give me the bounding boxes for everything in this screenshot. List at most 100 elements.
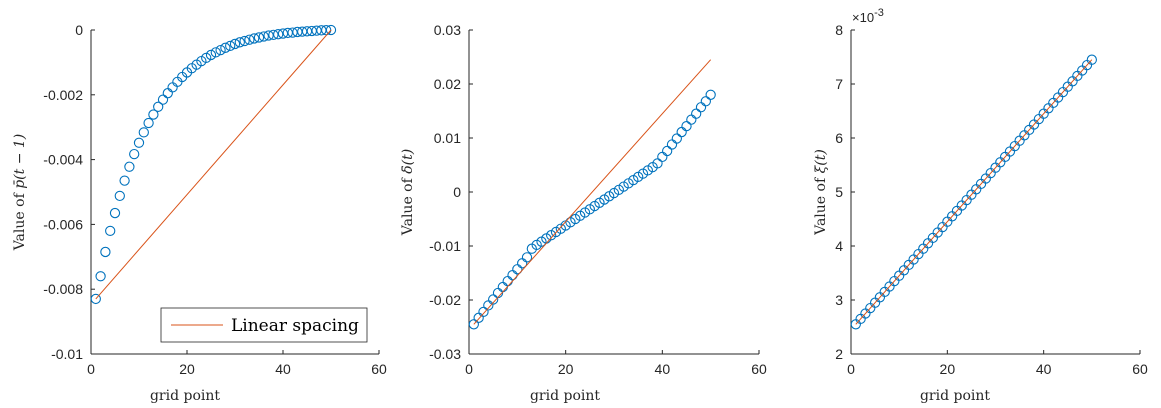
data-point [258, 31, 269, 42]
y-tick-label: -0.02 [429, 292, 461, 308]
y-tick-label: 0.02 [434, 76, 461, 92]
y-tick-label: -0.002 [43, 87, 83, 103]
data-point [507, 270, 518, 281]
data-point [114, 190, 125, 202]
legend: Linear spacing [160, 307, 368, 343]
data-point [119, 175, 130, 186]
y-tick-label: 8 [835, 22, 843, 38]
data-point [268, 29, 279, 41]
panel-3-xlabel: grid point [920, 388, 990, 404]
panel-1: Value of p̄(t − 1) grid point 0 20 40 60 -0.… [12, 22, 387, 404]
data-point [210, 47, 221, 58]
y-tick-label: 7 [835, 76, 843, 92]
data-point [90, 293, 101, 305]
y-tick-label: 2 [835, 346, 843, 362]
panel-3-exponent: ×10-3 [852, 7, 884, 25]
data-point [129, 148, 140, 160]
linear-spacing-line [95, 29, 332, 300]
data-point [105, 225, 116, 237]
data-point [239, 35, 250, 47]
data-point [325, 24, 337, 36]
data-point [273, 29, 284, 40]
y-tick-label: 3 [835, 292, 843, 308]
x-tick-label: 40 [655, 361, 671, 377]
data-point [215, 44, 226, 56]
y-tick-label: 0 [75, 22, 83, 38]
y-tick-label: 0.03 [434, 22, 461, 38]
panel-2-ylabel: Value of δ̄(t) [400, 149, 416, 236]
x-tick-label: 40 [1036, 361, 1052, 377]
panel-1-xlabel: grid point [150, 388, 220, 404]
y-tick-label: -0.01 [51, 346, 83, 362]
y-tick-label: 4 [835, 238, 843, 254]
data-point [478, 306, 489, 318]
data-point [244, 34, 255, 45]
data-point [705, 89, 716, 100]
x-tick-label: 0 [87, 361, 95, 377]
data-point [671, 133, 682, 144]
y-tick-label: -0.01 [429, 238, 461, 254]
y-tick-label: 0.01 [434, 130, 461, 146]
data-point [695, 102, 707, 113]
x-tick-label: 0 [465, 361, 473, 377]
data-point [686, 114, 697, 125]
data-point [109, 207, 121, 219]
data-point [148, 109, 159, 120]
panel-2: Value of δ̄(t) grid point 0 20 40 60 -0.03 -0… [400, 22, 767, 404]
y-tick-label: -0.006 [43, 216, 83, 232]
data-point [681, 120, 692, 132]
data-point [700, 96, 711, 107]
x-tick-label: 20 [940, 361, 956, 377]
x-tick-label: 60 [371, 361, 387, 377]
data-point [153, 101, 164, 112]
data-point [468, 319, 479, 330]
data-point [253, 32, 265, 43]
y-tick-label: -0.03 [429, 346, 461, 362]
data-point [229, 38, 241, 50]
data-point [162, 88, 173, 99]
x-tick-label: 60 [1132, 361, 1148, 377]
data-point [100, 246, 111, 258]
data-point [521, 252, 533, 263]
x-tick-label: 20 [558, 361, 574, 377]
panel-1-ylabel: Value of p̄(t − 1) [12, 134, 28, 252]
panel-3: Value of ξ(t) grid point ×10-3 0 20 40 60 2 3… [813, 7, 1148, 404]
data-point [666, 139, 678, 150]
data-point [502, 275, 513, 287]
panel-2-xlabel: grid point [530, 388, 600, 404]
data-point [234, 37, 245, 48]
data-point [1086, 54, 1097, 65]
y-tick-label: -0.004 [43, 152, 83, 168]
data-point [488, 294, 499, 305]
y-tick-label: 6 [835, 130, 843, 146]
data-point [249, 33, 260, 44]
linear-spacing-line [473, 59, 712, 325]
data-point [124, 161, 135, 172]
data-point [652, 158, 663, 169]
data-point [676, 126, 687, 138]
legend-label: Linear spacing [231, 316, 359, 336]
data-point [497, 281, 508, 293]
y-tick-label: 0 [453, 184, 461, 200]
data-point [205, 49, 217, 61]
x-tick-label: 60 [751, 361, 767, 377]
data-point [157, 94, 169, 105]
data-point [691, 108, 702, 119]
x-tick-label: 40 [275, 361, 291, 377]
panel-3-ylabel: Value of ξ(t) [813, 149, 829, 236]
linear-spacing-line [855, 59, 1093, 325]
data-point [133, 137, 145, 148]
data-point [662, 145, 673, 157]
data-point [138, 127, 149, 138]
data-point [143, 117, 154, 129]
data-point [95, 271, 106, 282]
data-point [657, 151, 668, 163]
data-point [263, 30, 274, 41]
data-point [220, 42, 231, 53]
y-tick-label: -0.008 [43, 281, 83, 297]
x-tick-label: 0 [847, 361, 855, 377]
x-tick-label: 20 [179, 361, 195, 377]
data-point [167, 82, 178, 93]
data-point [225, 40, 236, 52]
